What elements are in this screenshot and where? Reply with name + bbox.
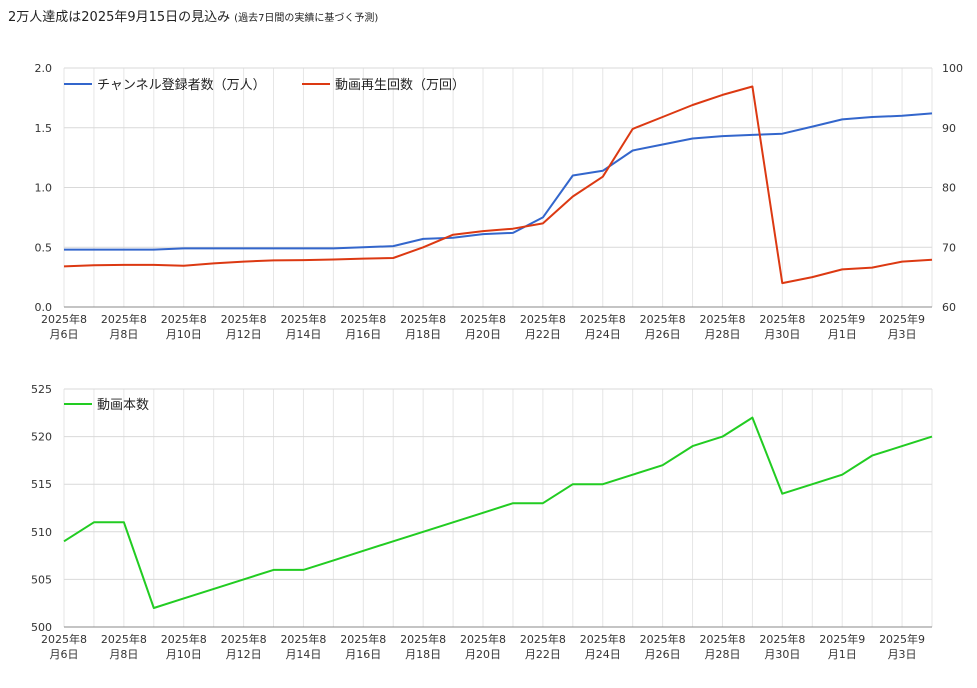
x-tick-label: 月28日	[704, 648, 740, 661]
x-tick-label: 2025年8	[460, 632, 506, 646]
x-tick-label: 月12日	[226, 648, 262, 661]
x-tick-label: 月24日	[585, 648, 621, 661]
x-tick-label: 2025年8	[759, 312, 805, 326]
video-count-line	[63, 416, 933, 609]
x-tick-label: 月26日	[645, 328, 681, 341]
x-tick-label: 月1日	[828, 328, 857, 341]
x-tick-label: 月30日	[764, 328, 800, 341]
x-tick-label: 月3日	[888, 328, 917, 341]
x-tick-label: 2025年8	[520, 312, 566, 326]
y-right-tick-label: 80	[942, 182, 956, 195]
chart-channel-stats: 2025年8 月6日 2025年8 月8日 2025年8 月10日 2025年8 月12日 20…	[35, 62, 964, 341]
x-tick-label: 2025年9	[879, 632, 925, 646]
x-tick-label: 月8日	[109, 328, 138, 341]
views-line	[63, 85, 933, 285]
x-tick-label: 2025年8	[640, 312, 686, 326]
x-tick-label: 2025年8	[280, 312, 326, 326]
x-tick-label: 2025年8	[699, 632, 745, 646]
x-tick-label: 2025年8	[101, 632, 147, 646]
x-tick-label: 2025年9	[819, 312, 865, 326]
x-tick-label: 月20日	[465, 648, 501, 661]
x-tick-label: 月3日	[888, 648, 917, 661]
x-tick-label: 月18日	[405, 648, 441, 661]
y-tick-label: 520	[31, 431, 52, 444]
x-tick-label: 月24日	[585, 328, 621, 341]
y-right-tick-label: 60	[942, 301, 956, 314]
x-tick-label: 2025年8	[400, 632, 446, 646]
legend-label: 動画再生回数（万回）	[335, 78, 465, 93]
y-left-tick-label: 1.0	[35, 182, 53, 195]
x-tick-label: 2025年8	[340, 632, 386, 646]
page-subtitle: (過去7日間の実績に基づく予測)	[234, 13, 379, 24]
x-tick-label: 2025年8	[580, 312, 626, 326]
x-tick-label: 月18日	[405, 328, 441, 341]
x-tick-label: 2025年8	[759, 632, 805, 646]
x-tick-label: 月26日	[645, 648, 681, 661]
x-tick-label: 月30日	[764, 648, 800, 661]
x-tick-label: 2025年8	[221, 632, 267, 646]
x-tick-label: 2025年8	[460, 312, 506, 326]
y-right-tick-label: 100	[942, 62, 963, 75]
y-tick-label: 505	[31, 573, 52, 586]
x-tick-label: 月12日	[226, 328, 262, 341]
x-tick-label: 月16日	[345, 648, 381, 661]
y-right-tick-label: 70	[942, 241, 956, 254]
y-left-tick-label: 0.5	[35, 241, 53, 254]
x-tick-label: 月14日	[285, 328, 321, 341]
y-right-tick-label: 90	[942, 122, 956, 135]
x-tick-label: 2025年8	[340, 312, 386, 326]
chart-video-count: 2025年8 月6日 2025年8 月8日 2025年8 月10日 2025年8 月12日 20…	[31, 383, 933, 661]
subscribers-line	[64, 112, 933, 251]
x-tick-label: 月16日	[345, 328, 381, 341]
x-tick-label: 2025年8	[161, 632, 207, 646]
x-tick-label: 2025年8	[161, 312, 207, 326]
x-tick-label: 月8日	[109, 648, 138, 661]
y-left-tick-label: 1.5	[35, 122, 53, 135]
x-tick-label: 月22日	[525, 648, 561, 661]
x-tick-label: 月10日	[166, 328, 202, 341]
legend-label: チャンネル登録者数（万人）	[97, 78, 266, 93]
x-tick-label: 2025年8	[41, 312, 87, 326]
y-tick-label: 510	[31, 526, 52, 539]
y-left-tick-label: 0.0	[35, 301, 53, 314]
x-tick-label: 2025年8	[640, 632, 686, 646]
x-tick-label: 月22日	[525, 328, 561, 341]
x-tick-label: 月14日	[285, 648, 321, 661]
x-tick-label: 月20日	[465, 328, 501, 341]
x-tick-label: 月6日	[50, 328, 79, 341]
x-tick-label: 月1日	[828, 648, 857, 661]
x-tick-label: 月10日	[166, 648, 202, 661]
x-tick-label: 2025年8	[221, 312, 267, 326]
y-left-tick-label: 2.0	[35, 62, 53, 75]
y-tick-label: 515	[31, 478, 52, 491]
legend-label: 動画本数	[97, 398, 149, 413]
x-tick-label: 2025年8	[41, 632, 87, 646]
title-row: 2万人達成は2025年9月15日の見込み (過去7日間の実績に基づく予測)	[8, 6, 378, 25]
x-tick-label: 2025年8	[280, 632, 326, 646]
y-tick-label: 525	[31, 383, 52, 396]
x-tick-label: 2025年9	[819, 632, 865, 646]
x-tick-label: 2025年8	[699, 312, 745, 326]
page-title: 2万人達成は2025年9月15日の見込み	[8, 10, 231, 25]
x-tick-label: 2025年9	[879, 312, 925, 326]
x-tick-label: 2025年8	[400, 312, 446, 326]
y-tick-label: 500	[31, 621, 52, 634]
x-tick-label: 月6日	[50, 648, 79, 661]
x-tick-label: 2025年8	[101, 312, 147, 326]
x-tick-label: 2025年8	[520, 632, 566, 646]
x-tick-label: 2025年8	[580, 632, 626, 646]
x-tick-label: 月28日	[704, 328, 740, 341]
